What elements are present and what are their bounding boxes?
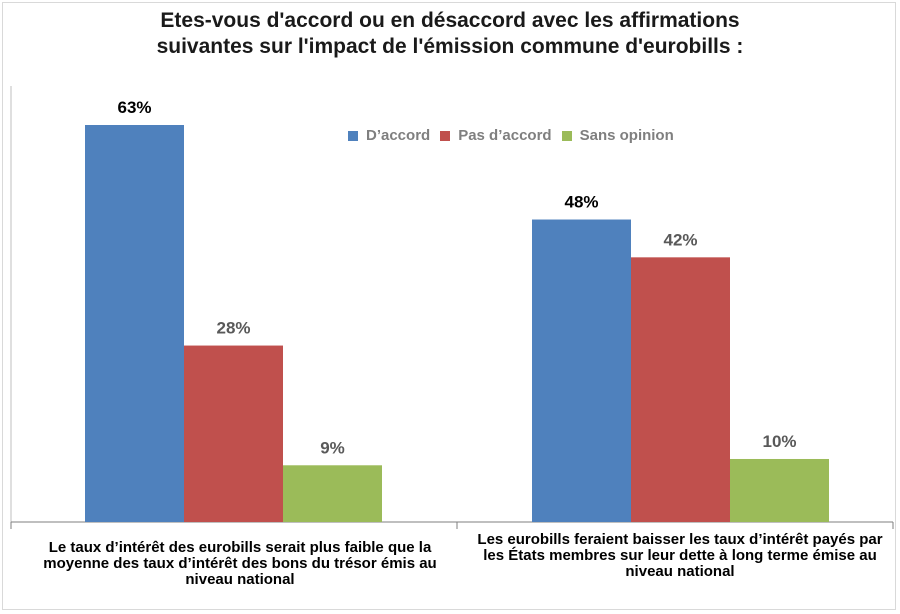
legend-swatch-pas-d-accord [440, 130, 451, 141]
chart-title-line-2: suivantes sur l'impact de l'émission com… [156, 35, 744, 58]
legend-label-sans-opinion: Sans opinion [579, 127, 674, 144]
bar-3-category-1 [283, 465, 382, 522]
legend-swatch-sans-opinion [561, 130, 572, 141]
data-label-1-category-2: 48% [564, 193, 598, 212]
legend-label-pas-d-accord: Pas d’accord [458, 127, 552, 144]
bar-2-category-1 [184, 345, 283, 522]
chart-title: Etes-vous d'accord ou en désaccord avec … [0, 8, 900, 60]
data-label-3-category-2: 10% [762, 432, 796, 451]
legend-item-d-accord: D’accord [348, 127, 430, 144]
data-label-3-category-1: 9% [320, 438, 345, 457]
data-label-2-category-2: 42% [663, 230, 697, 249]
data-label-2-category-1: 28% [216, 319, 250, 338]
category-label-1: Le taux d’intérêt des eurobills serait p… [43, 539, 437, 588]
bar-3-category-2 [730, 458, 829, 522]
bar-2-category-2 [631, 257, 730, 522]
legend-label-d-accord: D’accord [366, 127, 431, 144]
bar-1-category-2 [532, 219, 631, 522]
legend-item-pas-d-accord: Pas d’accord [440, 127, 552, 144]
category-label-2: Les eurobills feraient baisser les taux … [477, 531, 883, 580]
chart-title-line-1: Etes-vous d'accord ou en désaccord avec … [160, 9, 740, 32]
legend-item-sans-opinion: Sans opinion [561, 127, 674, 144]
legend: D’accord Pas d’accord Sans opinion [348, 127, 684, 144]
legend-swatch-d-accord [348, 130, 358, 141]
bar-1-category-1 [85, 125, 184, 522]
data-label-1-category-1: 63% [117, 98, 151, 117]
